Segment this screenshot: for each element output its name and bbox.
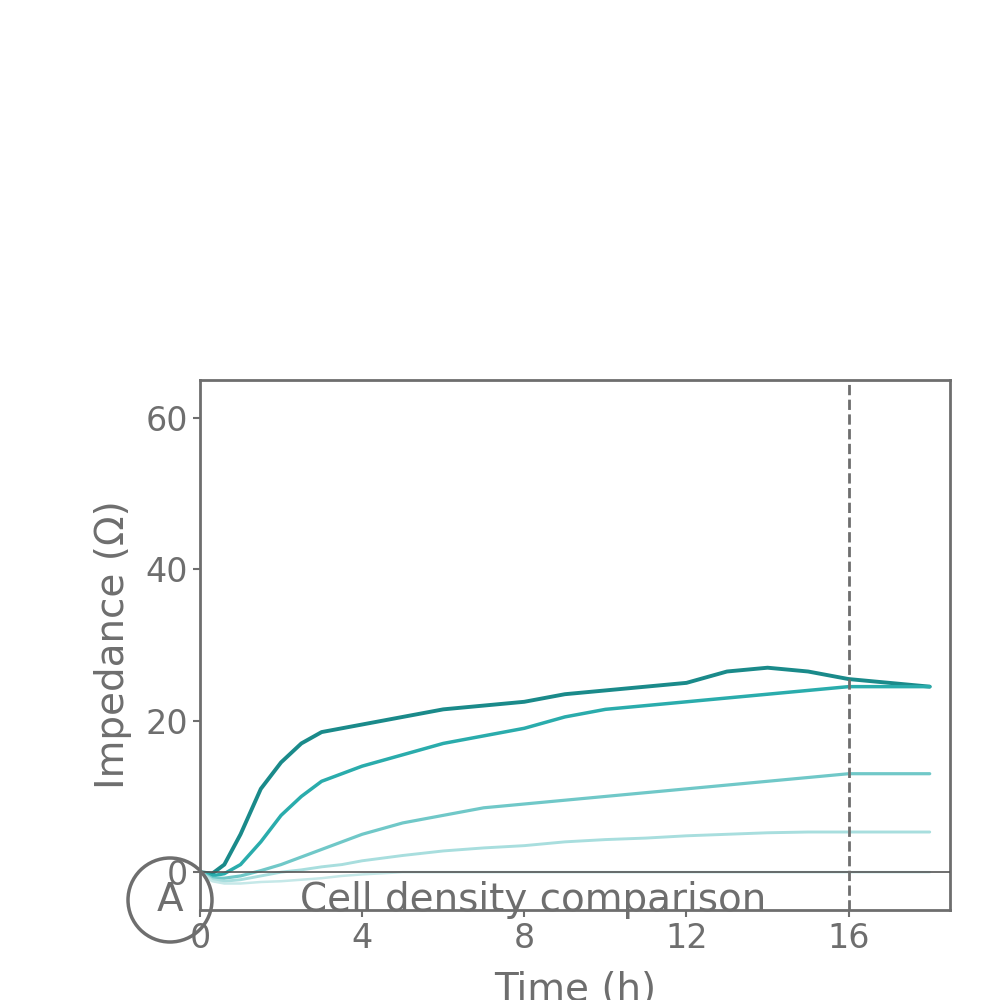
Text: Cell density comparison: Cell density comparison (300, 881, 766, 919)
Y-axis label: Impedance (Ω): Impedance (Ω) (94, 501, 132, 789)
X-axis label: Time (h): Time (h) (494, 971, 656, 1000)
Text: A: A (157, 881, 183, 919)
